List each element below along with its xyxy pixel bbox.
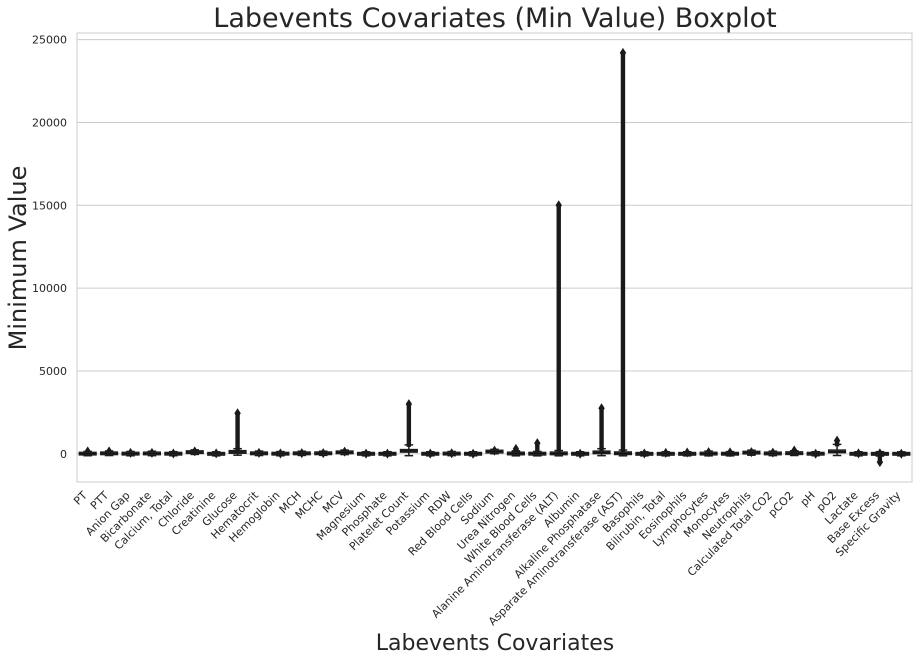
box-37	[870, 448, 889, 468]
box-32	[763, 447, 782, 458]
box-14	[378, 448, 397, 459]
box-4	[164, 448, 183, 459]
flier-point	[619, 47, 627, 58]
box-21	[528, 438, 547, 457]
box-27	[656, 447, 675, 458]
box-1	[100, 446, 119, 457]
box-9	[271, 448, 290, 459]
flier-column	[599, 408, 604, 451]
flier-point	[234, 408, 241, 419]
box-33	[785, 445, 804, 457]
flier-column	[556, 205, 561, 453]
box-16	[421, 448, 440, 459]
box-10	[292, 448, 311, 459]
box-28	[678, 447, 697, 458]
box-38	[892, 448, 911, 459]
box-0	[78, 446, 97, 457]
flier-point	[876, 457, 884, 468]
box-13	[356, 448, 376, 459]
flier-column	[406, 404, 412, 447]
box-19	[485, 445, 504, 456]
chart-title: Labevents Covariates (Min Value) Boxplot	[213, 3, 776, 34]
box-8	[249, 447, 269, 458]
box-7	[228, 408, 247, 456]
x-axis-label: Labevents Covariates	[376, 631, 614, 656]
y-tick-label: 5000	[39, 365, 67, 378]
box-34	[806, 448, 825, 459]
box-36	[849, 448, 868, 459]
box-17	[442, 448, 461, 459]
flier-column	[620, 52, 626, 453]
box-2	[121, 447, 140, 458]
y-tick-label: 25000	[32, 34, 67, 47]
x-tick-label: PT	[71, 489, 90, 508]
box-11	[314, 448, 333, 459]
y-tick-label: 20000	[32, 116, 67, 129]
flier-point	[598, 403, 605, 414]
y-tick-labels: 0 5000 10000 15000 20000 25000	[32, 34, 67, 461]
box-35	[828, 435, 847, 457]
box-29	[699, 447, 718, 458]
y-tick-label: 15000	[32, 199, 67, 212]
box-series	[78, 47, 911, 468]
box-12	[335, 446, 354, 457]
plot-area	[76, 32, 913, 483]
y-tick-label: 0	[60, 448, 67, 461]
box-5	[185, 446, 204, 457]
box-26	[635, 448, 654, 459]
box-22	[549, 200, 568, 457]
y-tick-label: 10000	[32, 282, 67, 295]
y-axis-label: Minimum Value	[4, 166, 32, 351]
box-24	[592, 403, 611, 457]
box-18	[464, 448, 483, 459]
flier-column	[235, 413, 240, 451]
box-23	[571, 448, 590, 459]
box-3	[142, 447, 161, 458]
box-20	[506, 443, 525, 457]
flier-point	[833, 435, 841, 446]
flier-point	[534, 438, 541, 449]
box-6	[207, 448, 226, 459]
flier-point	[555, 200, 562, 211]
flier-point	[405, 399, 413, 410]
box-31	[742, 447, 761, 458]
box-15	[399, 399, 418, 457]
box-30	[720, 447, 740, 458]
flier-column	[535, 443, 540, 454]
box-25	[613, 47, 633, 457]
